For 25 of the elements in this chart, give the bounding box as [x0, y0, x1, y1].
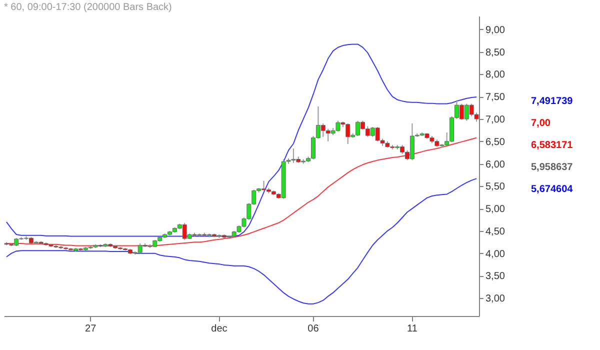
chart-title: * 60, 09:00-17:30 (200000 Bars Back) [4, 2, 172, 13]
text: 6,583171 [531, 140, 574, 151]
y-tick-label: 5,50 [486, 182, 506, 193]
text: 5,958637 [531, 162, 574, 173]
x-tick-label: 11 [407, 324, 418, 334]
text: 7,00 [531, 118, 551, 129]
x-tick-label: 27 [85, 324, 97, 334]
y-tick-label: 7,50 [486, 92, 506, 104]
y-tick-label: 5,00 [486, 204, 506, 216]
text: 5,674604 [531, 184, 574, 195]
y-tick-label: 7,00 [486, 114, 506, 126]
y-tick-label: 3,00 [486, 294, 506, 305]
y-tick-label: 8,00 [486, 70, 506, 81]
y-tick-label: 8,50 [486, 47, 506, 58]
y-tick-label: 6,00 [486, 159, 506, 170]
y-tick-label: 9,00 [486, 24, 506, 36]
y-tick-label: 6,50 [486, 136, 506, 148]
text: 7,491739 [531, 96, 574, 107]
line-series [6, 178, 478, 304]
y-tick-label: 4,00 [486, 248, 506, 260]
y-tick-label: 3,50 [486, 271, 506, 282]
x-tick-label: dec [211, 324, 228, 334]
y-tick-label: 4,50 [486, 226, 506, 238]
x-tick-label: 06 [308, 324, 320, 334]
line-series [6, 44, 478, 237]
